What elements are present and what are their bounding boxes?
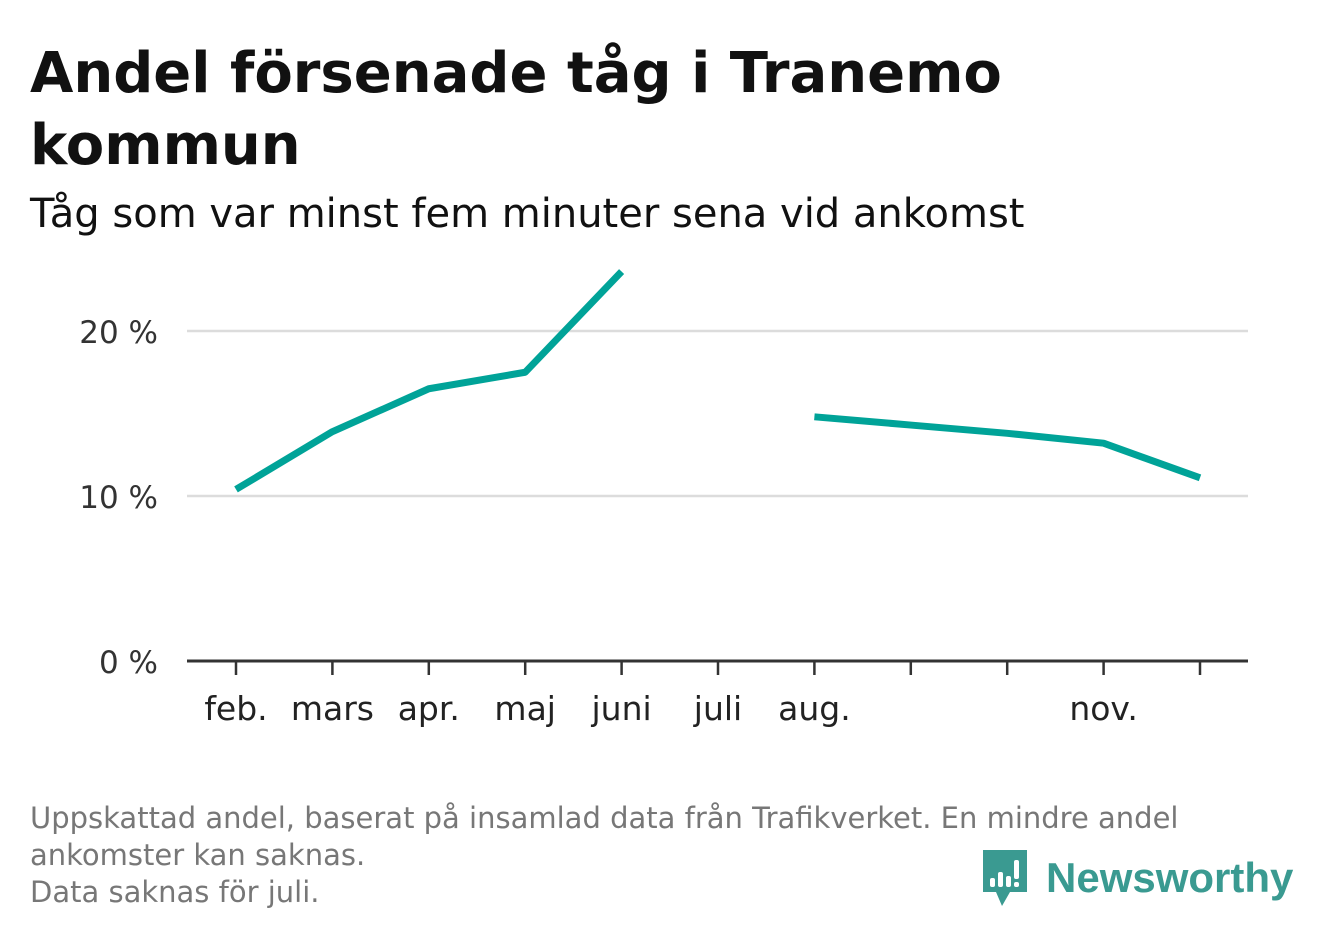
footer-source-note: Uppskattad andel, baserat på insamlad da… [30,801,1179,872]
series-line-segment [814,413,1202,482]
chart-subtitle: Tåg som var minst fem minuter sena vid a… [30,191,1025,237]
x-tick-label: maj [494,689,556,728]
y-tick-label: 10 % [79,480,158,516]
gridlines [187,329,1248,498]
x-tick-label: juni [591,689,652,728]
series-line-segment [234,269,625,493]
x-tick-label: aug. [778,689,851,728]
x-tick-label: juli [693,689,742,728]
x-axis: feb. mars apr. maj juni juli aug. nov. [187,659,1248,728]
newsworthy-logo-icon [983,850,1027,906]
footer-missing-note: Data saknas för juli. [30,875,320,909]
x-tick-label: nov. [1069,689,1138,728]
newsworthy-logo[interactable]: Newsworthy [980,848,1293,908]
footer-note: Uppskattad andel, baserat på insamlad da… [30,800,1280,911]
series-lines [234,269,1202,493]
y-tick-label: 0 % [99,645,158,681]
chart-title: Andel försenade tåg i Tranemo kommun [30,41,1002,178]
x-tick-label: mars [291,689,374,728]
newsworthy-logo-text: Newsworthy [1046,854,1294,901]
x-tick-label: apr. [398,689,460,728]
y-tick-label: 20 % [79,315,158,351]
x-tick-label: feb. [204,689,267,728]
y-axis-labels: 0 % 10 % 20 % [79,315,158,681]
